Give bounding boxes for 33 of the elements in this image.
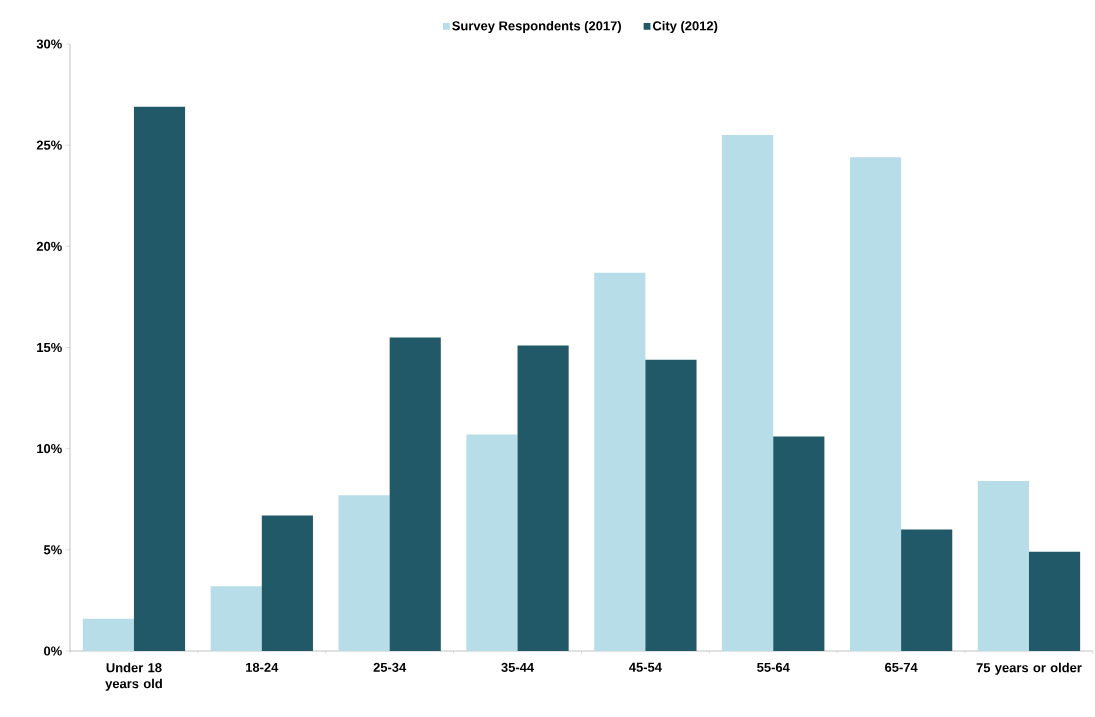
bar <box>977 481 1029 651</box>
legend-label: Survey Respondents (2017) <box>452 20 621 33</box>
y-tick-label: 25% <box>36 140 62 150</box>
bar <box>849 157 902 651</box>
y-tick-label: 10% <box>37 444 62 454</box>
bar <box>645 359 697 651</box>
bar <box>210 586 262 651</box>
bar <box>722 135 774 651</box>
bar <box>901 529 953 651</box>
x-tick-label: 18-24 <box>246 662 279 672</box>
x-tick-label: 75 years or older <box>976 662 1082 675</box>
bar <box>82 618 134 651</box>
y-tick-label: 20% <box>36 241 62 251</box>
bar <box>517 345 569 651</box>
bar <box>338 495 390 651</box>
bar <box>133 106 186 651</box>
bar <box>261 515 313 651</box>
bar <box>389 337 441 651</box>
x-tick-label: 35-44 <box>501 662 535 672</box>
x-tick-label: 45-54 <box>629 662 662 672</box>
y-tick-label: 5% <box>43 545 62 555</box>
y-tick-label: 0% <box>44 646 62 656</box>
x-tick-label: 25-34 <box>373 662 407 672</box>
x-tick-label: 55-64 <box>757 662 790 672</box>
legend-label: City (2012) <box>652 20 718 33</box>
x-tick-label: Under 18 years old <box>105 662 162 691</box>
bar <box>1028 551 1081 651</box>
bar <box>594 272 646 651</box>
y-tick-label: 15% <box>37 342 62 353</box>
bar <box>466 434 518 651</box>
y-tick-label: 30% <box>36 39 62 49</box>
bar <box>773 436 825 651</box>
x-tick-label: 65-74 <box>885 662 918 672</box>
